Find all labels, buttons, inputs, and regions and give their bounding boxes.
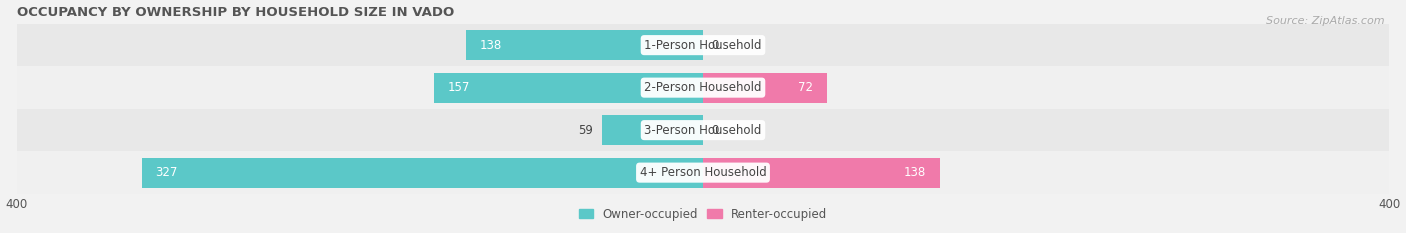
Bar xyxy=(17,24,1389,66)
Text: Source: ZipAtlas.com: Source: ZipAtlas.com xyxy=(1267,16,1385,26)
Bar xyxy=(703,73,827,103)
Bar xyxy=(17,151,1389,194)
Text: 0: 0 xyxy=(711,124,718,137)
Text: 327: 327 xyxy=(156,166,179,179)
Text: 138: 138 xyxy=(479,39,502,52)
Text: 59: 59 xyxy=(578,124,593,137)
Text: 157: 157 xyxy=(447,81,470,94)
Text: 3-Person Household: 3-Person Household xyxy=(644,124,762,137)
Bar xyxy=(142,158,703,188)
Text: 138: 138 xyxy=(904,166,927,179)
Text: 72: 72 xyxy=(797,81,813,94)
Text: OCCUPANCY BY OWNERSHIP BY HOUSEHOLD SIZE IN VADO: OCCUPANCY BY OWNERSHIP BY HOUSEHOLD SIZE… xyxy=(17,6,454,19)
Text: 1-Person Household: 1-Person Household xyxy=(644,39,762,52)
Bar xyxy=(433,73,703,103)
Bar xyxy=(17,109,1389,151)
Bar xyxy=(17,66,1389,109)
Text: 0: 0 xyxy=(711,39,718,52)
Text: 4+ Person Household: 4+ Person Household xyxy=(640,166,766,179)
Text: 2-Person Household: 2-Person Household xyxy=(644,81,762,94)
Bar xyxy=(467,30,703,60)
Bar xyxy=(703,158,939,188)
Bar xyxy=(602,115,703,145)
Legend: Owner-occupied, Renter-occupied: Owner-occupied, Renter-occupied xyxy=(574,203,832,225)
